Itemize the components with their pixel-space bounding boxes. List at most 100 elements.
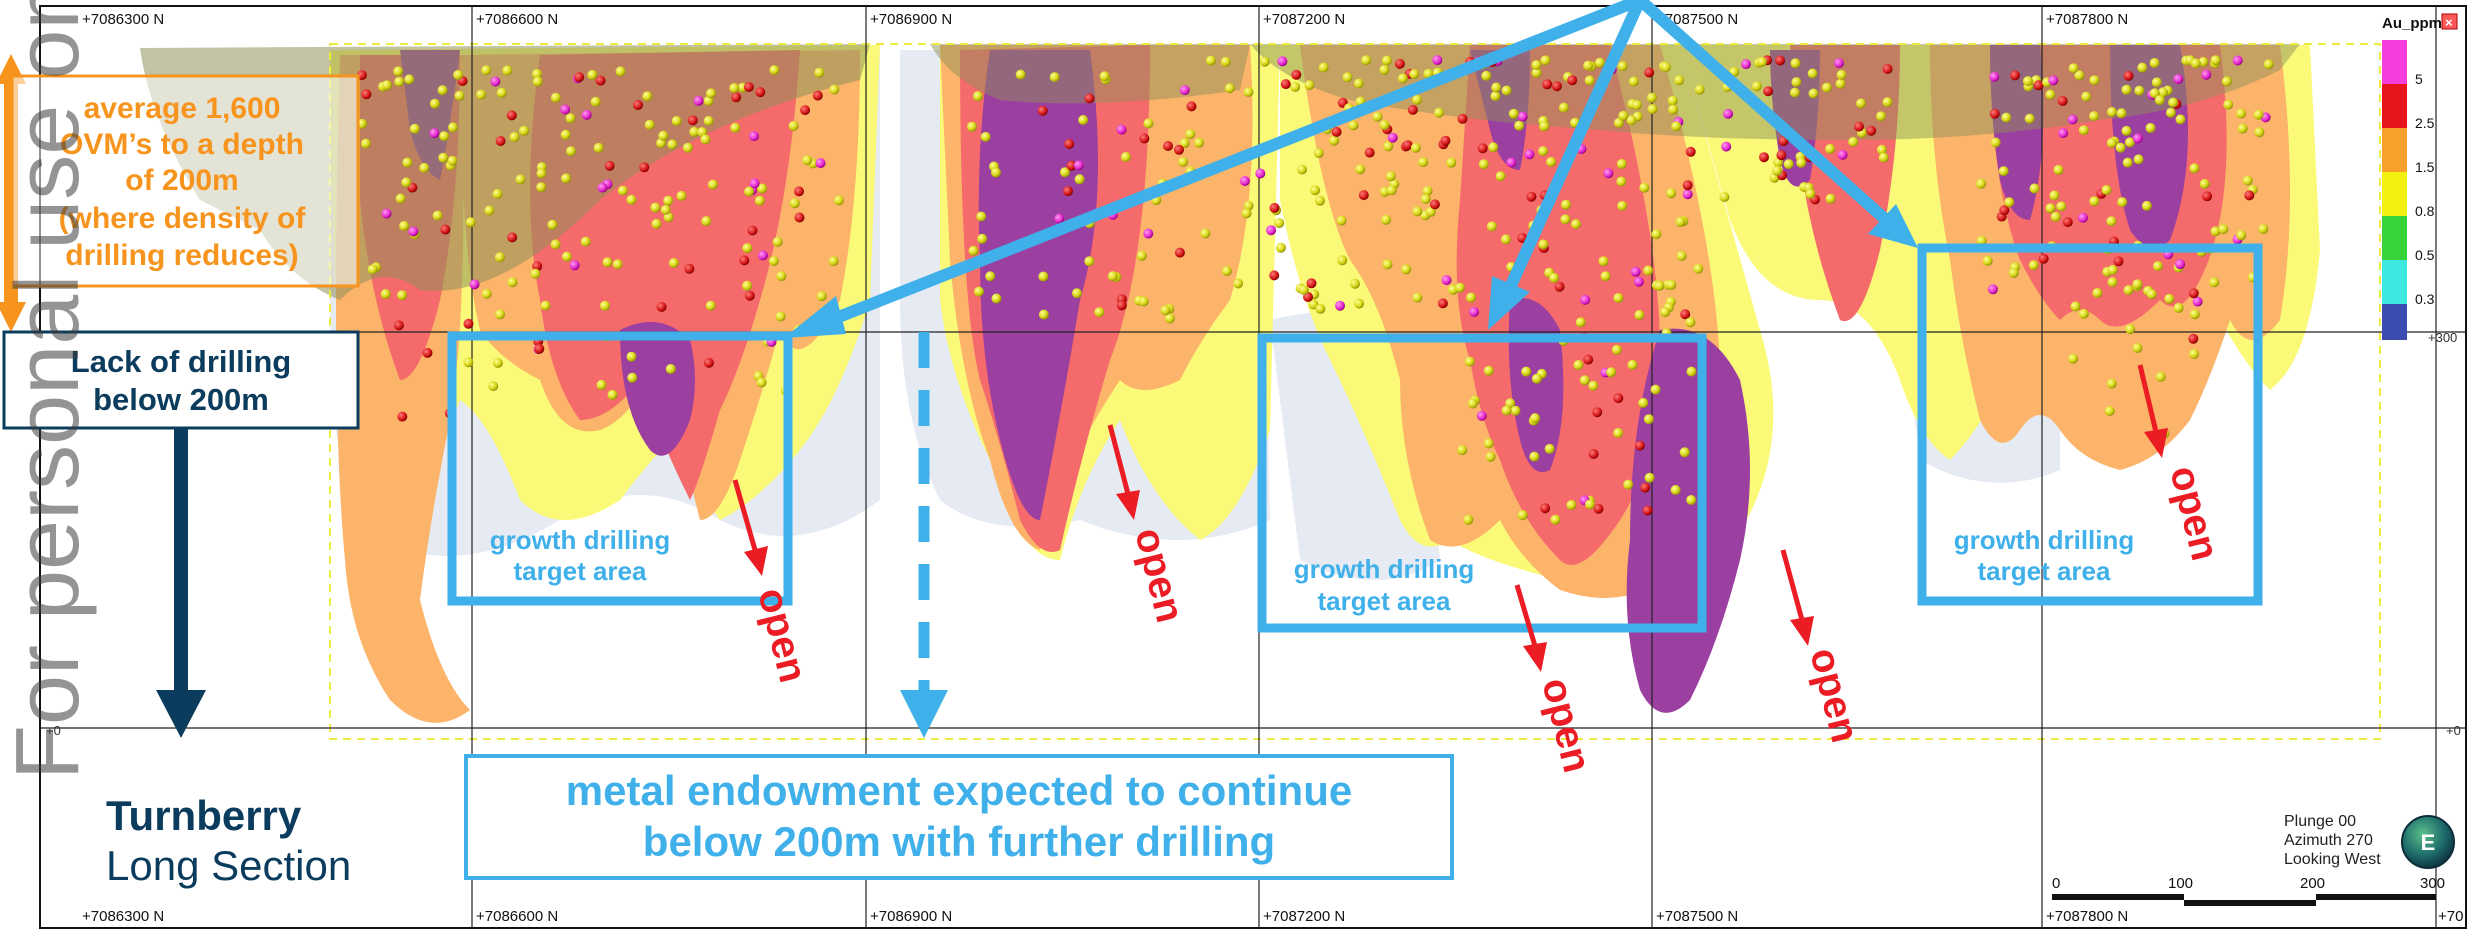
drill-intersection-bead: [1455, 282, 1465, 293]
drill-intersection-bead: [1660, 307, 1671, 318]
drill-intersection-bead: [519, 125, 529, 136]
drill-intersection-bead: [1078, 115, 1089, 125]
drill-intersection-bead: [1666, 188, 1677, 199]
drill-intersection-bead: [2132, 279, 2143, 290]
drill-intersection-bead: [429, 128, 440, 139]
drill-intersection-bead: [1269, 270, 1280, 281]
drill-intersection-bead: [2049, 190, 2060, 201]
drill-intersection-bead: [2038, 253, 2049, 264]
drill-intersection-bead: [2122, 157, 2133, 168]
drill-intersection-bead: [828, 256, 839, 267]
drill-intersection-bead: [532, 261, 543, 272]
drill-intersection-bead: [1613, 428, 1624, 438]
legend-swatch-2-5: [2382, 84, 2407, 128]
drill-intersection-bead: [1976, 178, 1987, 189]
drill-intersection-bead: [536, 168, 547, 179]
drill-intersection-bead: [700, 134, 711, 145]
drill-intersection-bead: [2048, 75, 2059, 86]
drill-intersection-bead: [1084, 93, 1095, 104]
open-arrow-1: [732, 479, 758, 551]
drill-intersection-bead: [633, 100, 643, 110]
drill-intersection-bead: [1037, 105, 1048, 116]
drill-intersection-bead: [1163, 141, 1173, 151]
drill-intersection-bead: [615, 66, 626, 77]
drill-intersection-bead: [1554, 281, 1565, 292]
drill-intersection-bead: [2202, 191, 2213, 202]
drill-intersection-bead: [2173, 74, 2184, 85]
drill-intersection-bead: [1038, 309, 1049, 320]
drill-intersection-bead: [1490, 91, 1501, 102]
drill-intersection-bead: [2057, 96, 2068, 106]
arrow-to-central-box: [1502, 0, 1646, 298]
cap-central: [930, 44, 1250, 104]
legend-close-button[interactable]: [2441, 13, 2458, 30]
drill-intersection-bead: [1179, 138, 1190, 149]
drill-intersection-bead: [1478, 159, 1489, 170]
drill-intersection-bead: [1807, 68, 1818, 79]
drill-intersection-bead: [447, 155, 458, 166]
drill-intersection-bead: [1976, 235, 1987, 246]
drill-intersection-bead: [1116, 300, 1127, 311]
drill-intersection-bead: [1402, 140, 1413, 151]
drill-intersection-bead: [1488, 142, 1499, 153]
drill-intersection-bead: [802, 155, 813, 166]
drill-intersection-bead: [756, 377, 767, 388]
drill-intersection-bead: [2192, 296, 2203, 307]
drill-intersection-bead: [560, 129, 571, 140]
drill-intersection-bead: [1646, 92, 1657, 103]
drill-intersection-bead: [1383, 141, 1394, 152]
drill-intersection-bead: [707, 179, 718, 190]
drill-intersection-bead: [1194, 137, 1205, 148]
drill-intersection-bead: [1550, 514, 1561, 525]
arrow-head-central: [1488, 276, 1530, 330]
drill-intersection-bead: [1623, 479, 1634, 490]
drill-intersection-bead: [974, 286, 984, 297]
drill-intersection-bead: [1483, 365, 1494, 376]
drill-intersection-bead: [1138, 296, 1149, 307]
drill-intersection-bead: [1205, 55, 1216, 66]
drill-intersection-bead: [682, 142, 693, 153]
drill-intersection-bead: [1539, 121, 1550, 132]
drill-intersection-bead: [1306, 278, 1317, 289]
drill-intersection-bead: [755, 87, 766, 98]
legend-value-0-8: 0.8: [2415, 203, 2435, 219]
drilling-density-callout: [10, 74, 360, 288]
drill-intersection-bead: [1666, 279, 1677, 290]
legend-value-0-3: 0.3: [2415, 291, 2435, 307]
growth-label-east-line1: growth drilling: [1954, 525, 2135, 555]
drill-intersection-bead: [1679, 447, 1690, 458]
drill-intersection-bead: [1834, 58, 1844, 69]
drill-intersection-bead: [488, 381, 499, 392]
top-easting-label-3: +7087200 N: [1263, 11, 1345, 28]
drill-intersection-bead: [1441, 275, 1452, 286]
drill-intersection-bead: [829, 84, 840, 95]
drill-intersection-bead: [2210, 226, 2221, 237]
drill-intersection-bead: [1394, 58, 1405, 69]
drill-intersection-bead: [1628, 76, 1639, 87]
drill-intersection-bead: [1174, 144, 1184, 155]
drill-intersection-bead: [1575, 317, 1586, 328]
drill-intersection-bead: [1382, 259, 1393, 270]
drill-intersection-bead: [1836, 69, 1847, 80]
drill-intersection-bead: [1483, 438, 1494, 449]
drill-intersection-bead: [1542, 79, 1553, 90]
drill-intersection-bead: [1275, 242, 1286, 253]
drill-intersection-bead: [1409, 69, 1420, 80]
bottom-easting-label-6: +70: [2438, 908, 2463, 925]
callout-line-2: OVM’s to a depth: [60, 128, 304, 161]
compass-globe-icon[interactable]: [2401, 815, 2455, 869]
drill-intersection-bead: [1280, 79, 1291, 90]
drill-intersection-bead: [2158, 87, 2168, 98]
drill-intersection-bead: [1526, 191, 1537, 202]
drill-intersection-bead: [536, 182, 547, 193]
callout-line-3: of 200m: [125, 164, 238, 197]
drill-intersection-bead: [2106, 378, 2117, 389]
drill-intersection-bead: [2104, 406, 2115, 416]
drill-intersection-bead: [1540, 55, 1551, 66]
drill-intersection-bead: [1719, 192, 1730, 202]
drill-intersection-bead: [1500, 234, 1511, 245]
drill-intersection-bead: [1579, 375, 1590, 386]
drill-intersection-bead: [2024, 113, 2035, 124]
drill-intersection-bead: [991, 167, 1001, 178]
drill-intersection-bead: [515, 174, 526, 185]
